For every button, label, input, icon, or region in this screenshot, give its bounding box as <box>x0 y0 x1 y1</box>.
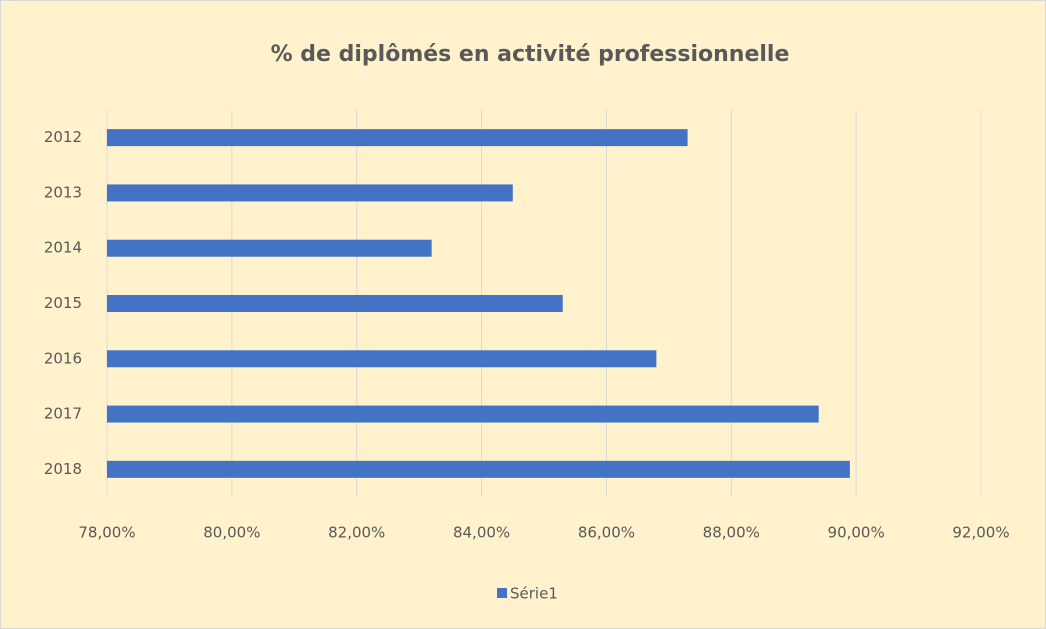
x-tick-label: 92,00% <box>952 524 1009 542</box>
legend-swatch <box>497 588 507 598</box>
bar <box>107 350 657 368</box>
x-tick-label: 80,00% <box>203 524 260 542</box>
bar <box>107 460 850 478</box>
y-tick-label: 2012 <box>44 128 82 146</box>
y-tick-label: 2013 <box>44 183 82 201</box>
x-tick-label: 90,00% <box>828 524 885 542</box>
bar <box>107 295 563 312</box>
bar <box>107 129 688 147</box>
bar <box>107 184 513 202</box>
x-tick-label: 78,00% <box>78 524 135 542</box>
x-tick-label: 86,00% <box>578 524 635 542</box>
y-tick-label: 2018 <box>44 460 82 478</box>
bar <box>107 239 432 257</box>
y-tick-label: 2017 <box>44 405 82 423</box>
x-tick-label: 88,00% <box>703 524 760 542</box>
x-tick-label: 84,00% <box>453 524 510 542</box>
bar <box>107 405 819 423</box>
y-tick-label: 2016 <box>44 349 82 367</box>
legend-label: Série1 <box>510 585 558 603</box>
y-tick-label: 2015 <box>44 294 82 312</box>
y-tick-label: 2014 <box>44 239 82 257</box>
chart-title: % de diplômés en activité professionnell… <box>271 42 790 67</box>
x-tick-label: 82,00% <box>328 524 385 542</box>
